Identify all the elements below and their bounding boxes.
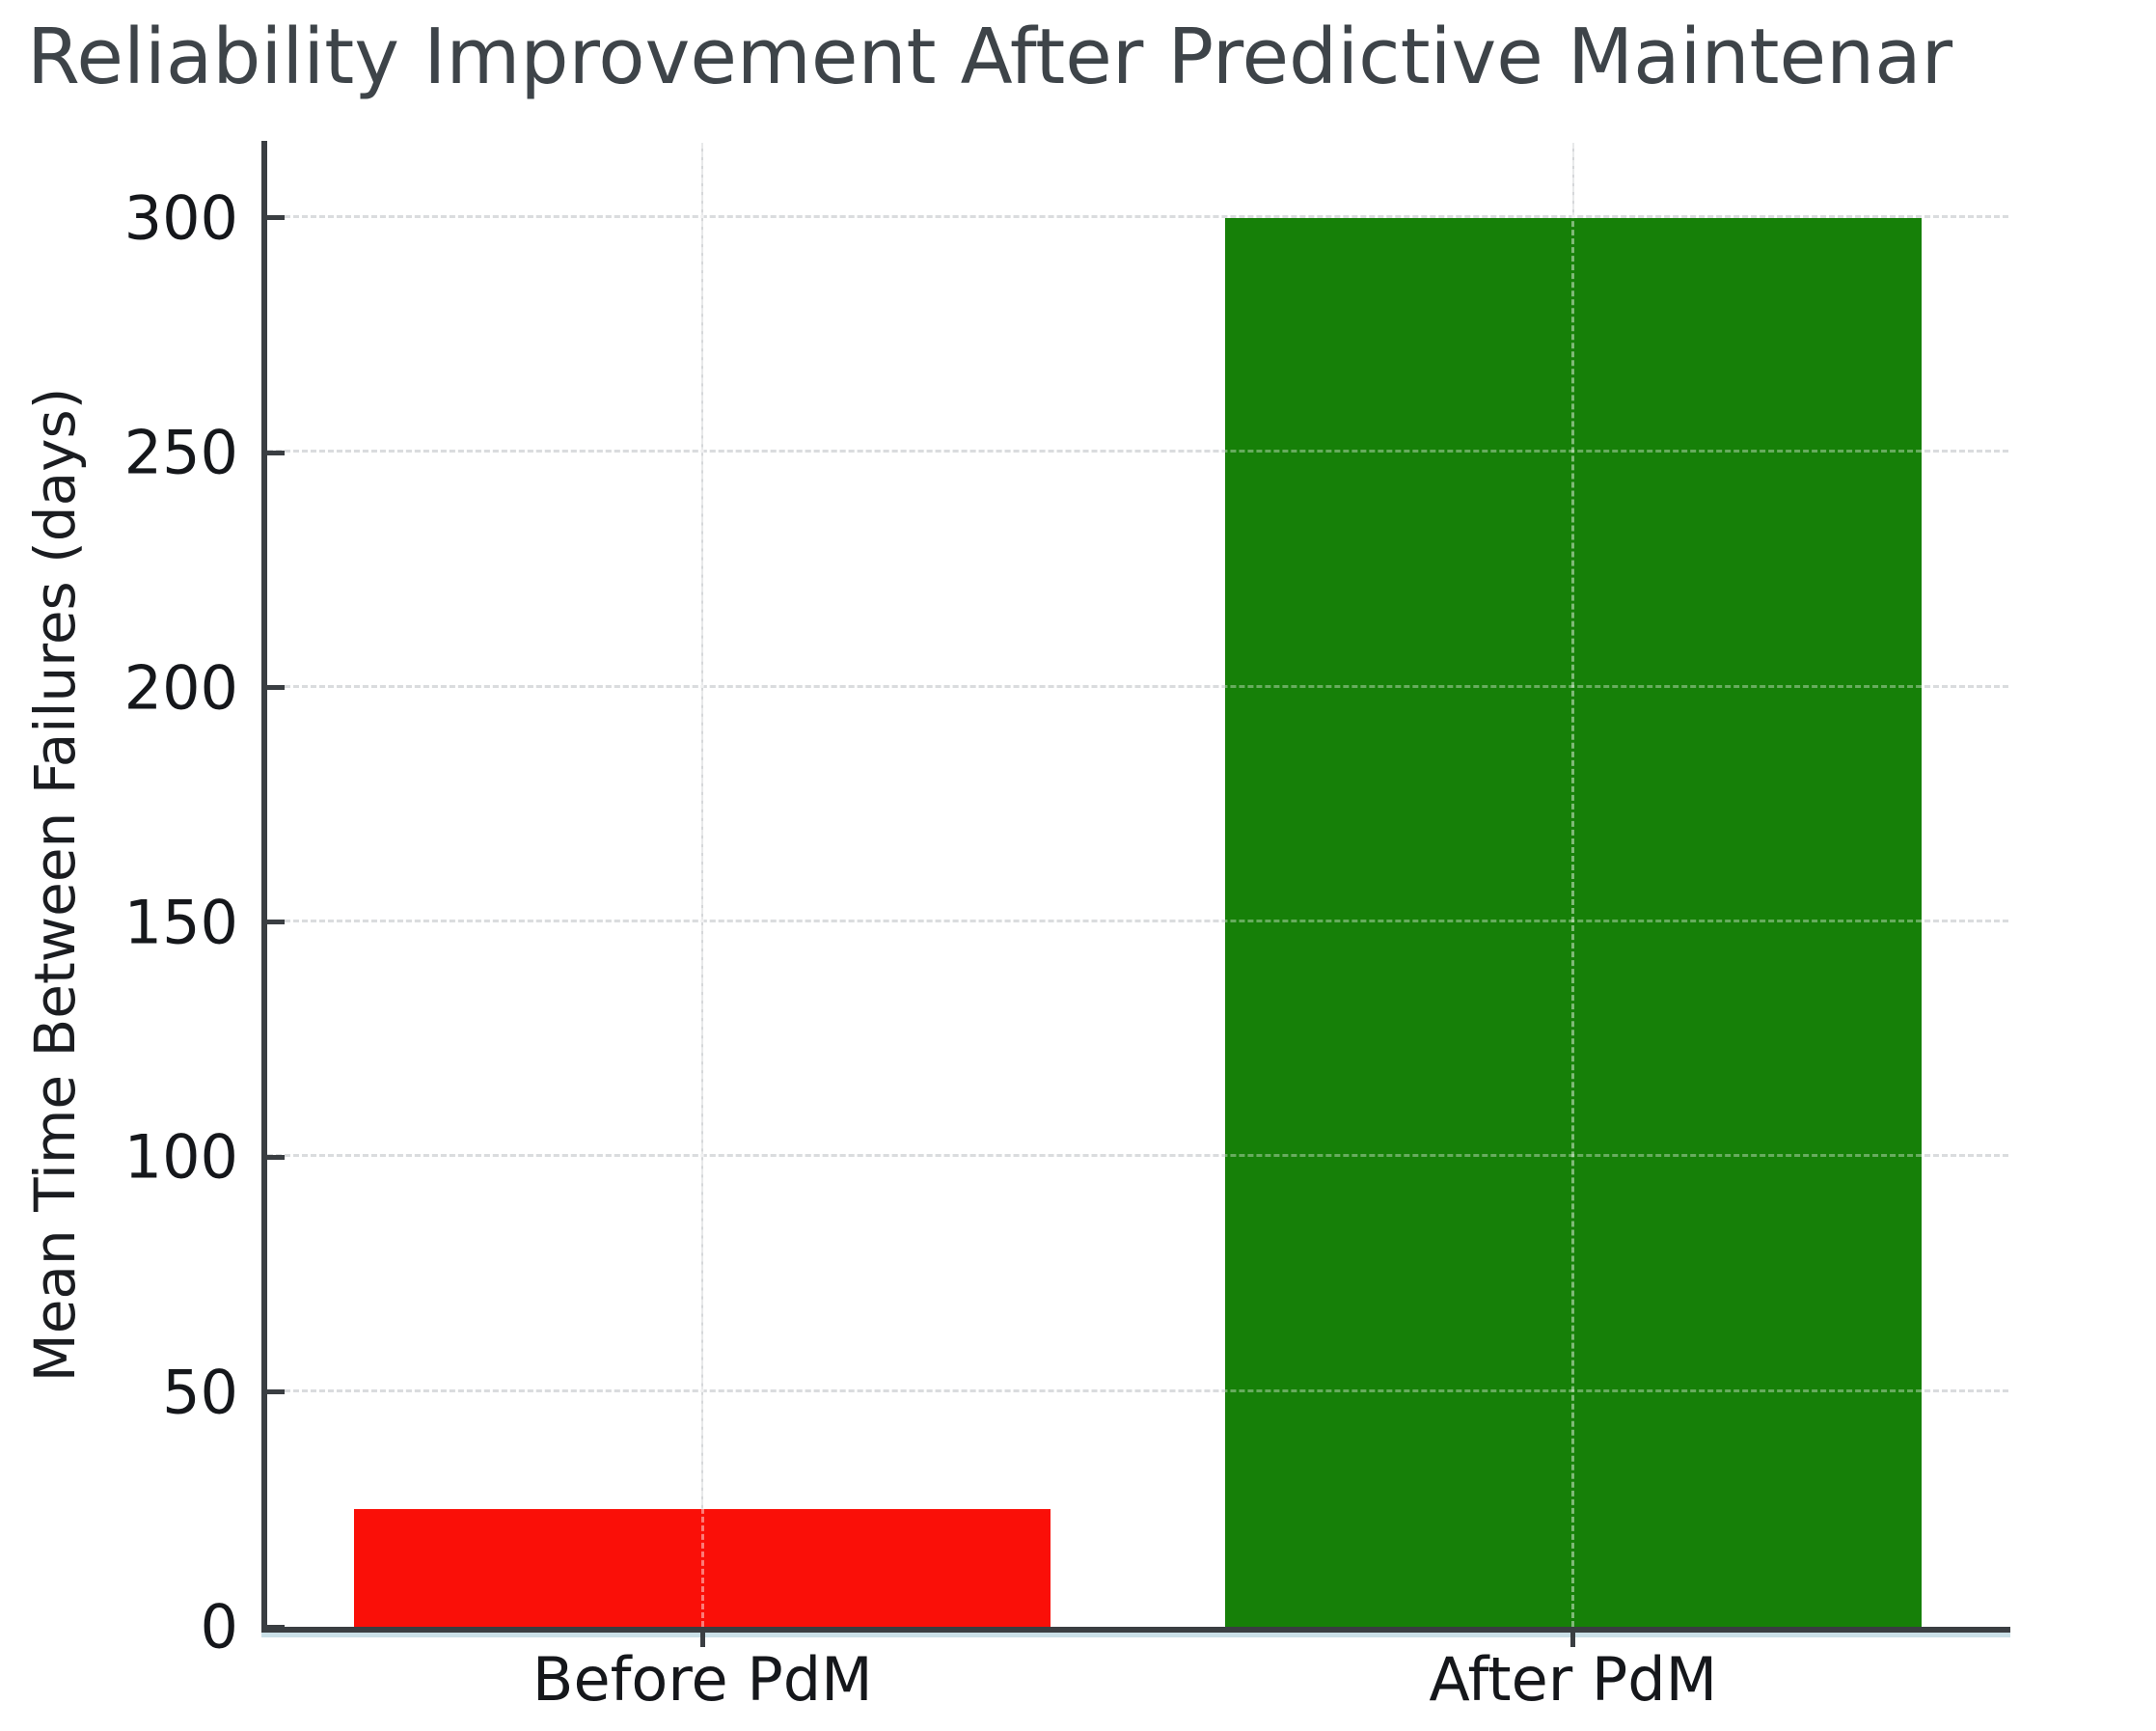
bar-before-pdm	[354, 1509, 1051, 1627]
y-tick-label: 250	[123, 417, 238, 488]
h-gridline	[267, 1154, 2008, 1158]
y-axis-label: Mean Time Between Failures (days)	[22, 387, 88, 1383]
y-tick-label: 50	[162, 1357, 238, 1428]
y-tick	[267, 920, 285, 925]
x-tick-label: After PdM	[1429, 1644, 1718, 1715]
y-tick	[267, 450, 285, 455]
y-tick-label: 100	[123, 1121, 238, 1193]
h-gridline	[267, 214, 2008, 218]
v-gridline	[701, 143, 704, 1627]
h-gridline	[267, 1388, 2008, 1392]
h-gridline-overlay	[267, 919, 2008, 922]
h-gridline	[267, 450, 2008, 453]
h-gridline-overlay	[267, 1154, 2008, 1158]
x-tick	[699, 1633, 705, 1647]
y-tick	[267, 215, 285, 221]
v-gridline-overlay	[700, 143, 704, 1627]
y-tick-label: 200	[123, 652, 238, 724]
chart-title: Reliability Improvement After Predictive…	[27, 13, 1953, 101]
h-gridline-overlay	[267, 214, 2008, 218]
x-axis-spine	[261, 1627, 2010, 1633]
y-tick	[267, 1154, 285, 1160]
y-tick-label: 0	[200, 1591, 238, 1662]
h-gridline	[267, 684, 2008, 688]
h-gridline-overlay	[267, 684, 2008, 688]
x-tick-label: Before PdM	[532, 1644, 873, 1715]
h-gridline-overlay	[267, 450, 2008, 453]
y-axis-spine	[261, 141, 267, 1633]
h-gridline-overlay	[267, 1388, 2008, 1392]
y-tick	[267, 1624, 285, 1630]
y-tick-label: 300	[123, 182, 238, 254]
h-gridline	[267, 919, 2008, 922]
plot-area: 0 50 100 150 200 250 300 Before PdM After PdM	[124, 141, 2010, 1715]
bar-after-pdm	[1224, 217, 1922, 1627]
x-tick	[1570, 1633, 1576, 1647]
y-tick-label: 150	[123, 887, 238, 958]
y-tick	[267, 685, 285, 691]
v-gridline-overlay	[1571, 143, 1575, 1627]
y-tick	[267, 1389, 285, 1395]
